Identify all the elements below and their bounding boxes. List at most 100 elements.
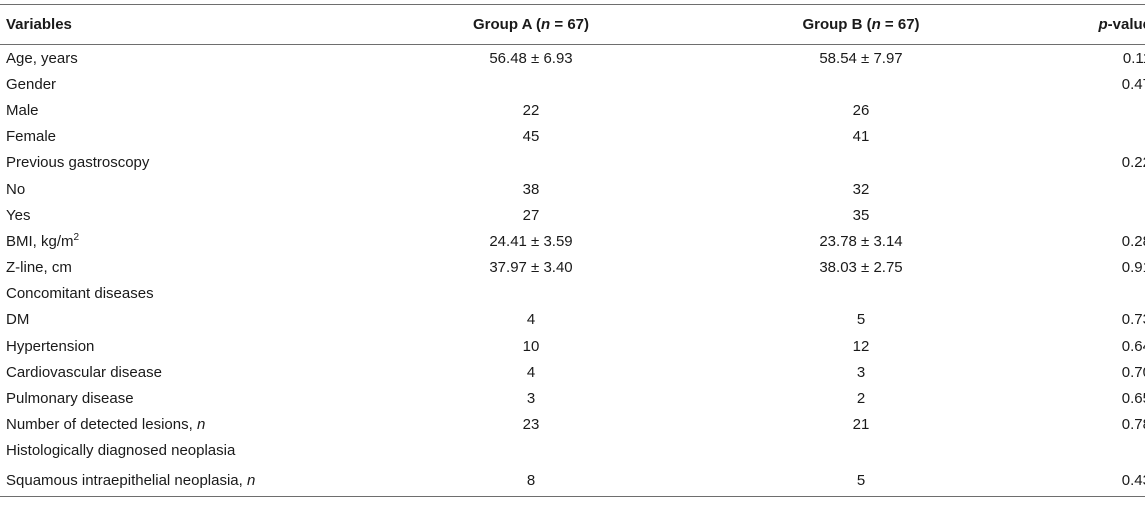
header-p-italic: p	[1098, 16, 1108, 33]
cell-group-a	[366, 150, 696, 176]
cell-p-value	[1026, 124, 1145, 150]
cell-group-b: 58.54 ± 7.97	[819, 49, 903, 67]
cell-p-value: 0.70	[1121, 363, 1145, 381]
table-row: Male 22 26	[0, 97, 1145, 123]
cell-group-b	[696, 281, 1026, 307]
table-row: Pulmonary disease 3 2 0.65	[0, 385, 1145, 411]
variable-label: Age, years	[6, 49, 78, 67]
cell-group-a: 23	[522, 416, 540, 434]
cell-group-b: 5	[856, 311, 866, 329]
header-p-value: p-value	[1026, 5, 1145, 45]
table-row: Concomitant diseases	[0, 281, 1145, 307]
cell-group-b: 21	[852, 416, 870, 434]
cell-group-b: 12	[852, 337, 870, 355]
variable-label: Yes	[6, 206, 31, 224]
cell-p-value: 0.11	[1122, 49, 1145, 67]
cell-variable: Cardiovascular disease	[0, 359, 366, 385]
variable-label: Cardiovascular disease	[6, 363, 162, 381]
cell-group-b: 35	[852, 206, 870, 224]
variable-label: Male	[6, 101, 39, 119]
cell-variable: Age, years	[0, 45, 366, 72]
table-row: Number of detected lesions, n 23 21 0.78	[0, 412, 1145, 438]
cell-variable: Male	[0, 97, 366, 123]
header-variables-text: Variables	[6, 16, 72, 33]
baseline-characteristics-table: Variables Group A (n = 67) Group B (n = …	[0, 4, 1145, 497]
cell-group-b: 23.78 ± 3.14	[819, 232, 903, 250]
cell-group-b: 5	[856, 471, 866, 489]
cell-group-b: 32	[852, 180, 870, 198]
variable-label: Number of detected lesions,	[6, 416, 197, 434]
table-row: Previous gastroscopy 0.22	[0, 150, 1145, 176]
cell-variable: Z-line, cm	[0, 255, 366, 281]
cell-variable: DM	[0, 307, 366, 333]
table-row: Female 45 41	[0, 124, 1145, 150]
header-group-b-prefix: Group B (	[802, 16, 872, 33]
cell-group-a: 56.48 ± 6.93	[489, 49, 573, 67]
cell-group-b	[696, 71, 1026, 97]
table-row: Age, years 56.48 ± 6.93 58.54 ± 7.97 0.11	[0, 45, 1145, 72]
cell-variable: Female	[0, 124, 366, 150]
variable-label: Female	[6, 128, 57, 146]
cell-group-a: 10	[522, 337, 540, 355]
cell-p-value: 0.28	[1121, 232, 1145, 250]
cell-group-b: 26	[852, 101, 870, 119]
cell-group-a: 38	[522, 180, 540, 198]
cell-p-value	[1026, 97, 1145, 123]
variable-label-italic: n	[196, 416, 206, 434]
header-group-a: Group A (n = 67)	[366, 5, 696, 45]
cell-group-b: 2	[856, 390, 866, 408]
header-group-a-n: n	[541, 16, 551, 33]
cell-p-value: 0.65	[1121, 390, 1145, 408]
cell-variable: Yes	[0, 202, 366, 228]
cell-variable: Hypertension	[0, 333, 366, 359]
variable-label-italic: n	[247, 471, 256, 489]
cell-p-value: 0.73	[1121, 311, 1145, 329]
cell-group-b: 3	[856, 363, 866, 381]
variable-label: Previous gastroscopy	[6, 154, 150, 172]
variable-label: No	[6, 180, 26, 198]
table-row: Cardiovascular disease 4 3 0.70	[0, 359, 1145, 385]
cell-variable: Pulmonary disease	[0, 385, 366, 411]
cell-group-a: 22	[522, 101, 540, 119]
cell-variable: Previous gastroscopy	[0, 150, 366, 176]
cell-group-b: 41	[852, 128, 870, 146]
variable-label: BMI, kg/m	[6, 232, 74, 250]
cell-group-a	[366, 438, 696, 464]
cell-variable: Histologically diagnosed neoplasia	[0, 438, 366, 464]
variable-label: Squamous intraepithelial neoplasia,	[6, 471, 247, 489]
baseline-characteristics-table-container: Variables Group A (n = 67) Group B (n = …	[0, 4, 1145, 497]
header-group-a-prefix: Group A (	[473, 16, 542, 33]
cell-variable: Squamous intraepithelial neoplasia, n	[0, 464, 366, 497]
table-row: Histologically diagnosed neoplasia	[0, 438, 1145, 464]
variable-label: Concomitant diseases	[6, 285, 154, 303]
table-row: Hypertension 10 12 0.64	[0, 333, 1145, 359]
cell-group-b	[696, 438, 1026, 464]
cell-p-value: 0.64	[1121, 337, 1145, 355]
header-variables: Variables	[0, 5, 366, 45]
cell-variable: No	[0, 176, 366, 202]
cell-group-a	[366, 281, 696, 307]
cell-group-a: 8	[526, 471, 536, 489]
cell-p-value: 0.47	[1121, 75, 1145, 93]
variable-label: Hypertension	[6, 337, 95, 355]
cell-p-value	[1026, 438, 1145, 464]
variable-label: Pulmonary disease	[6, 390, 134, 408]
cell-p-value: 0.22	[1121, 154, 1145, 172]
cell-group-a: 45	[522, 128, 540, 146]
variable-label: Gender	[6, 75, 57, 93]
cell-variable: Gender	[0, 71, 366, 97]
variable-label: DM	[6, 311, 30, 329]
table-row: No 38 32	[0, 176, 1145, 202]
header-group-a-suffix: = 67)	[550, 16, 589, 33]
variable-label: Z-line, cm	[6, 259, 72, 277]
cell-p-value: 0.91	[1121, 259, 1145, 277]
table-row: DM 4 5 0.73	[0, 307, 1145, 333]
table-row: Squamous intraepithelial neoplasia, n 8 5 0…	[0, 464, 1145, 497]
header-row: Variables Group A (n = 67) Group B ( n = …	[0, 4, 1145, 45]
cell-group-a	[366, 71, 696, 97]
cell-variable: Concomitant diseases	[0, 281, 366, 307]
table-body: Age, years 56.48 ± 6.93 58.54 ± 7.97 0.11 Ge…	[0, 45, 1145, 497]
cell-group-a: 24.41 ± 3.59	[489, 232, 573, 250]
header-group-b-suffix: = 67)	[880, 16, 920, 33]
cell-group-b	[696, 150, 1026, 176]
